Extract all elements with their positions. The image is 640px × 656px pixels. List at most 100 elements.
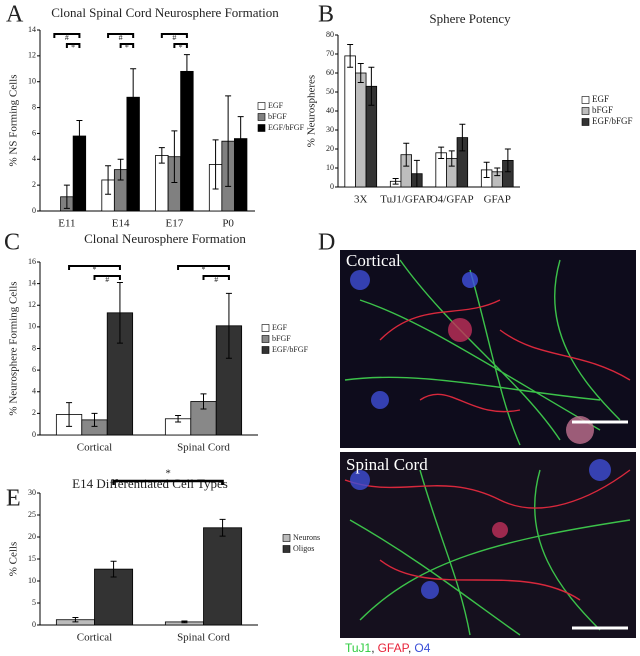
y-tick-label: 2 [32, 180, 36, 189]
legend-swatch [257, 102, 266, 110]
significance-mark: * [71, 43, 75, 52]
stain-name: TuJ1 [345, 641, 372, 655]
legend-label: Neurons [293, 533, 320, 542]
error-bar [368, 66, 375, 106]
legend-swatch [581, 118, 590, 126]
error-bar [91, 412, 98, 427]
y-tick-label: 14 [28, 25, 36, 34]
error-bar [459, 123, 466, 152]
legend-swatch [261, 346, 270, 354]
separator: , [408, 641, 411, 655]
nucleus [462, 272, 478, 288]
x-tick-label: Spinal Cord [177, 442, 230, 454]
image-label: Cortical [346, 251, 401, 270]
y-tick-label: 30 [326, 125, 334, 134]
stain-name: O4 [414, 641, 430, 655]
error-bar [225, 292, 232, 359]
nucleus [589, 459, 611, 481]
bar [355, 72, 367, 188]
cell-body [566, 416, 594, 444]
y-axis-label: % Cells [8, 542, 20, 577]
error-bar [72, 617, 79, 623]
legend-swatch [261, 335, 270, 343]
legend-label: bFGF [592, 105, 613, 115]
significance-mark: # [105, 275, 109, 284]
y-tick-label: 0 [32, 620, 36, 629]
y-tick-label: 20 [326, 144, 334, 153]
x-tick-label: 3X [354, 194, 368, 206]
y-tick-label: 6 [32, 365, 36, 374]
stain-caption: TuJ1, GFAP, O4 [345, 641, 431, 655]
legend-swatch [282, 545, 291, 553]
legend-label: EGF/bFGF [268, 123, 305, 132]
error-bar [200, 393, 207, 410]
chart-title: Clonal Spinal Cord Neurosphere Formation [51, 5, 279, 20]
y-tick-label: 0 [330, 182, 334, 191]
cell-body [492, 522, 508, 538]
significance-mark: * [93, 265, 97, 274]
astro-process [379, 299, 631, 413]
error-bar [494, 167, 501, 177]
error-bar [175, 415, 182, 423]
error-bar [347, 44, 354, 68]
error-bar [158, 147, 165, 164]
y-tick-label: 0 [32, 430, 36, 439]
error-bar [66, 402, 73, 427]
error-bar [357, 63, 364, 83]
y-tick-label: 5 [32, 598, 36, 607]
legend-label: EGF [268, 101, 284, 110]
y-tick-label: 4 [32, 387, 36, 396]
bar [180, 70, 194, 212]
image-label: Spinal Cord [346, 455, 428, 474]
error-bar [130, 68, 137, 127]
y-tick-label: 4 [32, 154, 36, 163]
x-tick-label: Cortical [77, 632, 112, 644]
legend-label: bFGF [268, 112, 287, 121]
significance-bracket [119, 43, 135, 48]
nucleus [421, 581, 439, 599]
error-bar [212, 139, 219, 190]
neurite [344, 259, 621, 446]
significance-mark: # [65, 33, 69, 42]
y-tick-label: 8 [32, 343, 36, 352]
significance-mark: * [165, 468, 171, 480]
x-tick-label: Cortical [77, 442, 112, 454]
y-axis-label: % Neurosphere Forming Cells [8, 281, 20, 415]
cell-processes [344, 259, 631, 636]
y-tick-label: 10 [326, 163, 334, 172]
error-bar [110, 560, 117, 578]
panel-letter: D [318, 230, 335, 256]
significance-mark: * [179, 43, 183, 52]
panel-letter: B [318, 2, 334, 28]
nuclei [350, 270, 611, 599]
nucleus [371, 391, 389, 409]
error-bar [483, 161, 490, 178]
legend-swatch [257, 124, 266, 132]
y-axis-label: % Neurospheres [306, 75, 318, 147]
significance-bracket [112, 479, 224, 485]
chart-title: Sphere Potency [429, 11, 511, 26]
significance-bracket [107, 33, 135, 38]
x-tick-label: Spinal Cord [177, 632, 230, 644]
panel-letter: C [4, 230, 20, 256]
y-tick-label: 2 [32, 408, 36, 417]
y-tick-label: 20 [28, 532, 36, 541]
y-tick-label: 8 [32, 102, 36, 111]
y-tick-label: 12 [28, 51, 36, 60]
significance-mark: # [119, 33, 123, 42]
y-tick-label: 30 [28, 488, 36, 497]
y-tick-label: 80 [326, 30, 334, 39]
bar [203, 527, 243, 626]
significance-bracket [202, 275, 230, 280]
y-tick-label: 10 [28, 322, 36, 331]
y-tick-label: 25 [28, 510, 36, 519]
legend-swatch [581, 107, 590, 115]
chart-title: E14 Differentiated Cell Types [72, 476, 228, 491]
x-tick-label: GFAP [484, 194, 511, 206]
bar [155, 155, 169, 212]
significance-bracket [68, 265, 121, 270]
y-tick-label: 10 [28, 77, 36, 86]
chart-title: Clonal Neurosphere Formation [84, 231, 246, 246]
error-bar [219, 518, 226, 537]
